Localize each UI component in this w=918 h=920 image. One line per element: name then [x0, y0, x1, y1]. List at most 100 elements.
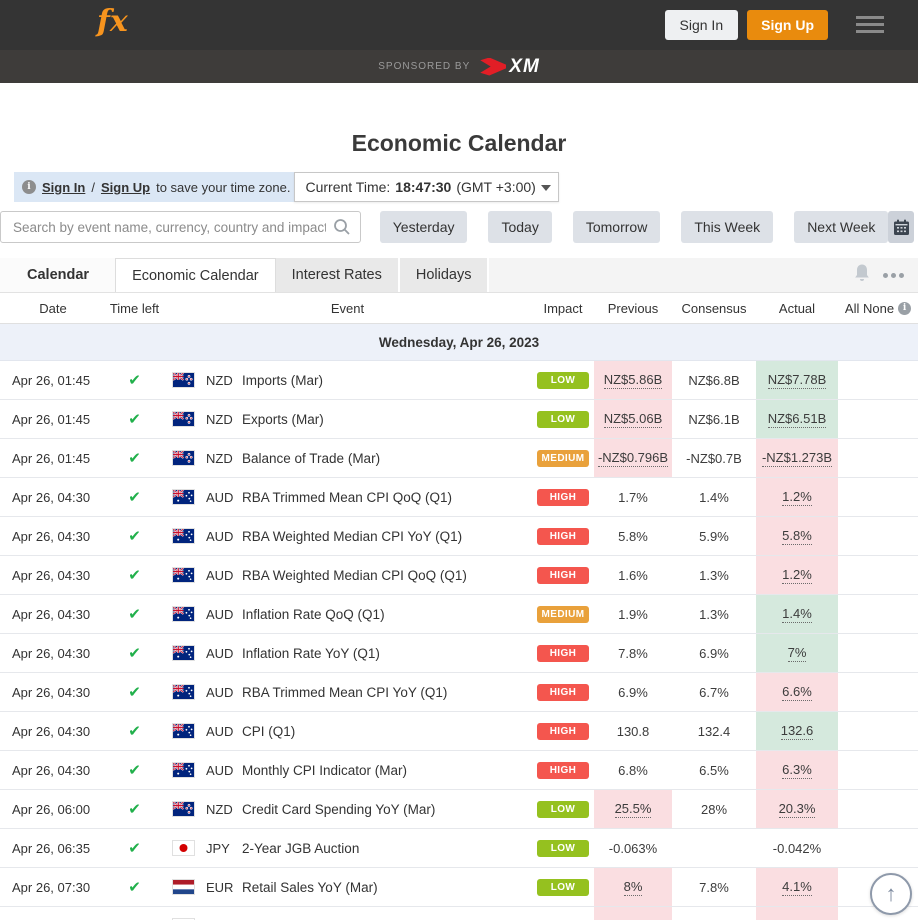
hamburger-menu-icon[interactable] — [856, 16, 884, 37]
event-row: Apr 26, 07:30 ✔ EUR Retail Sales YoY (Ma… — [0, 868, 918, 907]
more-options-icon[interactable] — [883, 273, 904, 278]
range-button-tomorrow[interactable]: Tomorrow — [572, 211, 661, 243]
japan-flag-icon — [173, 841, 194, 855]
currency-code: NZD — [206, 372, 233, 388]
previous-value-cell: 8% — [594, 868, 672, 906]
column-header-date: Date — [39, 300, 67, 316]
timezone-sign-up-link[interactable]: Sign Up — [100, 179, 151, 195]
range-button-yesterday[interactable]: Yesterday — [379, 211, 468, 243]
australia-flag-icon — [173, 763, 194, 777]
australia-flag-icon — [173, 607, 194, 621]
column-header-time-left: Time left — [109, 300, 160, 316]
all-none-toggle[interactable]: All None i — [845, 301, 912, 316]
actual-value-cell: -0.042% — [772, 840, 822, 856]
timezone-note-text: to save your time zone. — [156, 179, 291, 195]
actual-value-cell: NZ$7.78B — [756, 361, 838, 399]
range-button-this-week[interactable]: This Week — [681, 211, 774, 243]
event-name-link[interactable]: Monthly CPI Indicator (Mar) — [242, 762, 408, 778]
previous-value-cell: NZ$5.06B — [594, 400, 672, 438]
timezone-note: i Sign In / Sign Up to save your time zo… — [14, 172, 295, 202]
scroll-to-top-button[interactable]: ↑ — [870, 873, 912, 915]
event-name-link[interactable]: 2-Year JGB Auction — [242, 840, 360, 856]
currency-code: AUD — [206, 528, 234, 544]
consensus-value-cell: 6.7% — [699, 684, 729, 700]
event-row-partial: ✔ — [0, 907, 918, 920]
impact-badge: LOW — [537, 839, 589, 857]
info-icon: i — [898, 301, 912, 315]
xm-logo[interactable]: XM — [480, 56, 540, 78]
actual-value-cell: 6.6% — [756, 673, 838, 711]
consensus-value-cell: NZ$6.8B — [688, 372, 740, 388]
currency-code: AUD — [206, 723, 234, 739]
currency-code: AUD — [206, 606, 234, 622]
event-row: Apr 26, 04:30 ✔ AUD CPI (Q1) HIGH 130.8 … — [0, 712, 918, 751]
australia-flag-icon — [173, 529, 194, 543]
event-name-link[interactable]: RBA Trimmed Mean CPI QoQ (Q1) — [242, 489, 453, 505]
tab-economic-calendar[interactable]: Economic Calendar — [115, 258, 276, 292]
time-left-cell: ✔ — [106, 400, 163, 438]
actual-value-cell: 7% — [756, 634, 838, 672]
event-name-link[interactable]: Retail Sales YoY (Mar) — [242, 879, 378, 895]
timezone-sign-in-link[interactable]: Sign In — [42, 179, 86, 195]
range-button-next-week[interactable]: Next Week — [794, 211, 889, 243]
actual-value-cell: NZ$6.51B — [756, 400, 838, 438]
date-picker-button[interactable] — [888, 211, 914, 243]
date-range-buttons: Yesterday Today Tomorrow This Week Next Week — [379, 211, 889, 243]
impact-badge: LOW — [537, 410, 589, 428]
event-date: Apr 26, 07:30 — [12, 879, 91, 895]
column-header-previous: Previous — [607, 300, 659, 316]
event-name-link[interactable]: RBA Weighted Median CPI YoY (Q1) — [242, 528, 463, 544]
previous-value-cell: NZ$5.86B — [594, 361, 672, 399]
search-input[interactable] — [0, 211, 361, 243]
event-name-link[interactable]: Balance of Trade (Mar) — [242, 450, 381, 466]
sign-up-button[interactable]: Sign Up — [747, 10, 828, 40]
new-zealand-flag-icon — [173, 802, 194, 816]
tab-section-label[interactable]: Calendar — [0, 258, 116, 292]
row-action-cell — [838, 556, 918, 594]
previous-value-cell: 6.8% — [618, 762, 648, 778]
check-icon: ✔ — [128, 645, 141, 662]
current-time-dropdown[interactable]: Current Time: 18:47:30 (GMT +3:00) — [294, 172, 559, 202]
event-date: Apr 26, 04:30 — [12, 684, 91, 700]
event-name-link[interactable]: CPI (Q1) — [242, 723, 296, 739]
event-date: Apr 26, 04:30 — [12, 645, 91, 661]
tab-holidays[interactable]: Holidays — [399, 258, 490, 292]
impact-badge: HIGH — [537, 761, 589, 779]
netherlands-flag-icon — [173, 880, 194, 894]
event-name-link[interactable]: Inflation Rate QoQ (Q1) — [242, 606, 385, 622]
event-name-link[interactable]: Exports (Mar) — [242, 411, 324, 427]
event-row: Apr 26, 06:00 ✔ NZD Credit Card Spending… — [0, 790, 918, 829]
event-date: Apr 26, 04:30 — [12, 528, 91, 544]
previous-value-cell: 6.9% — [618, 684, 648, 700]
column-header-impact: Impact — [543, 300, 583, 316]
event-row: Apr 26, 04:30 ✔ AUD Monthly CPI Indicato… — [0, 751, 918, 790]
check-icon: ✔ — [128, 567, 141, 584]
sponsor-banner[interactable]: SPONSORED BY XM — [0, 50, 918, 83]
currency-code: AUD — [206, 684, 234, 700]
notification-bell-icon[interactable] — [853, 263, 871, 288]
impact-badge: HIGH — [537, 527, 589, 545]
currency-code: NZD — [206, 801, 233, 817]
tab-interest-rates[interactable]: Interest Rates — [275, 258, 400, 292]
time-left-cell: ✔ — [106, 517, 163, 555]
event-name-link[interactable]: Credit Card Spending YoY (Mar) — [242, 801, 436, 817]
check-icon: ✔ — [128, 762, 141, 779]
consensus-value-cell: 5.9% — [699, 528, 729, 544]
event-name-link[interactable]: RBA Trimmed Mean CPI YoY (Q1) — [242, 684, 448, 700]
check-icon: ✔ — [128, 723, 141, 740]
sign-in-button[interactable]: Sign In — [664, 10, 739, 40]
impact-badge: LOW — [537, 371, 589, 389]
currency-code: NZD — [206, 450, 233, 466]
event-name-link[interactable]: Inflation Rate YoY (Q1) — [242, 645, 380, 661]
search-icon[interactable] — [333, 218, 351, 241]
fx-logo[interactable]: fx — [97, 4, 128, 39]
australia-flag-icon — [173, 685, 194, 699]
previous-value-cell: 5.8% — [618, 528, 648, 544]
row-action-cell — [838, 790, 918, 828]
event-name-link[interactable]: Imports (Mar) — [242, 372, 323, 388]
range-button-today[interactable]: Today — [488, 211, 552, 243]
actual-value-cell: 6.3% — [756, 751, 838, 789]
consensus-value-cell: 1.3% — [699, 567, 729, 583]
event-name-link[interactable]: RBA Weighted Median CPI QoQ (Q1) — [242, 567, 467, 583]
tabs-container: Economic Calendar Interest Rates Holidays — [115, 258, 490, 292]
